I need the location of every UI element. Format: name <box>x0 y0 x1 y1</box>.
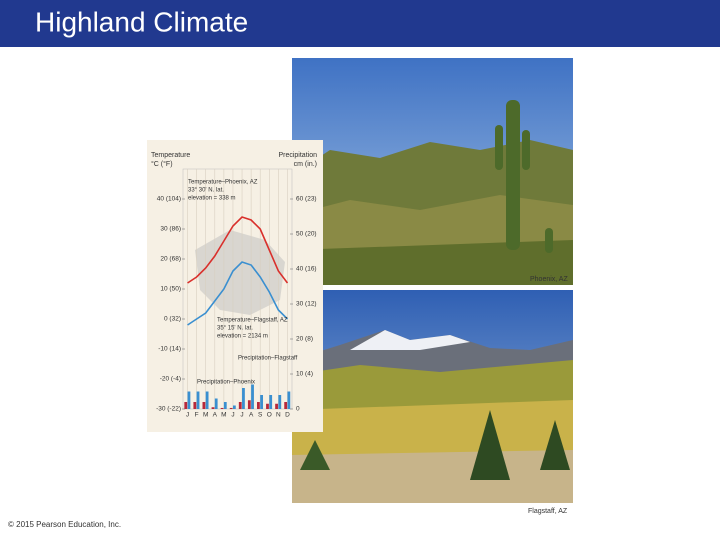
annotation: elevation = 338 m <box>188 196 236 202</box>
y2-tick-label: 60 (23) <box>296 196 317 203</box>
precipitation-bar <box>260 395 264 409</box>
x-tick-label: O <box>267 412 272 419</box>
x-tick-label: N <box>276 412 281 419</box>
precipitation-bar <box>247 400 251 409</box>
precipitation-bar <box>211 407 215 409</box>
y2-tick-label: 40 (16) <box>296 266 317 273</box>
precipitation-bar <box>251 384 254 409</box>
precipitation-bar <box>284 402 288 409</box>
precipitation-bar <box>229 407 233 409</box>
precipitation-bar <box>196 391 200 409</box>
annotation: 35° 15' N. lat. <box>217 326 253 332</box>
precipitation-bar <box>187 391 191 409</box>
y-tick-label: -20 (-4) <box>160 376 181 383</box>
precipitation-bar <box>257 402 260 409</box>
y-tick-label: -10 (14) <box>158 346 181 353</box>
y2-axis-title: Precipitation <box>278 152 317 159</box>
y2-tick-label: 0 <box>296 406 300 413</box>
x-tick-label: A <box>249 412 254 419</box>
y2-tick-label: 50 (20) <box>296 231 317 238</box>
precipitation-bar <box>202 402 206 409</box>
x-tick-label: J <box>231 412 234 419</box>
precipitation-bar <box>287 391 291 409</box>
photo-phoenix <box>292 58 573 285</box>
series-label: Precipitation–Flagstaff <box>238 356 298 362</box>
precipitation-bar <box>275 403 278 409</box>
slide-title: Highland Climate <box>35 6 248 37</box>
y2-tick-label: 30 (12) <box>296 301 317 308</box>
series-label: Temperature–Flagstaff, AZ <box>217 318 288 324</box>
precipitation-bar <box>238 402 242 409</box>
x-tick-label: S <box>258 412 263 419</box>
precipitation-bar <box>205 391 209 409</box>
annotation: elevation = 2134 m <box>217 334 268 340</box>
precipitation-bar <box>266 403 269 409</box>
y2-tick-label: 10 (4) <box>296 371 313 378</box>
annotation: 33° 30' N. lat. <box>188 188 224 194</box>
x-tick-label: M <box>203 412 208 419</box>
climograph: Temperature°C (°F) Precipitation cm (in.) 4… <box>151 152 317 419</box>
photo-flagstaff <box>292 290 573 503</box>
x-tick-label: J <box>240 412 243 419</box>
series-label: Temperature–Phoenix, AZ <box>188 180 258 186</box>
y2-axis-title: cm (in.) <box>294 161 317 168</box>
y-tick-label: -30 (-22) <box>156 406 181 413</box>
temperature-line <box>187 261 289 326</box>
y-axis-title: °C (°F) <box>151 160 173 168</box>
precipitation-bar <box>232 405 236 409</box>
precipitation-bar <box>242 388 245 409</box>
precipitation-bar <box>278 395 282 409</box>
y-tick-label: 10 (50) <box>160 286 181 293</box>
precipitation-bar <box>184 402 188 409</box>
temperature-line <box>187 216 289 284</box>
y-tick-label: 30 (86) <box>160 226 181 233</box>
precipitation-bar <box>214 398 218 409</box>
copyright: © 2015 Pearson Education, Inc. <box>8 520 121 529</box>
x-tick-label: J <box>186 412 189 419</box>
x-tick-label: F <box>195 412 199 419</box>
y-tick-label: 40 (104) <box>157 196 181 203</box>
y-axis-title: Temperature <box>151 152 190 159</box>
photo-caption: Phoenix, AZ <box>530 276 568 283</box>
precipitation-bar <box>269 395 273 409</box>
precipitation-bar <box>223 402 227 409</box>
title-bar <box>0 0 720 47</box>
x-tick-label: D <box>285 412 290 419</box>
x-tick-label: A <box>213 412 218 419</box>
y2-tick-label: 20 (8) <box>296 336 313 343</box>
precipitation-bar <box>220 407 224 409</box>
x-tick-label: M <box>221 412 226 419</box>
y-tick-label: 20 (68) <box>160 256 181 263</box>
precipitation-bar <box>193 402 197 409</box>
y-tick-label: 0 (32) <box>164 316 181 323</box>
series-label: Precipitation–Phoenix <box>197 380 255 386</box>
photo-caption: Flagstaff, AZ <box>528 508 568 515</box>
